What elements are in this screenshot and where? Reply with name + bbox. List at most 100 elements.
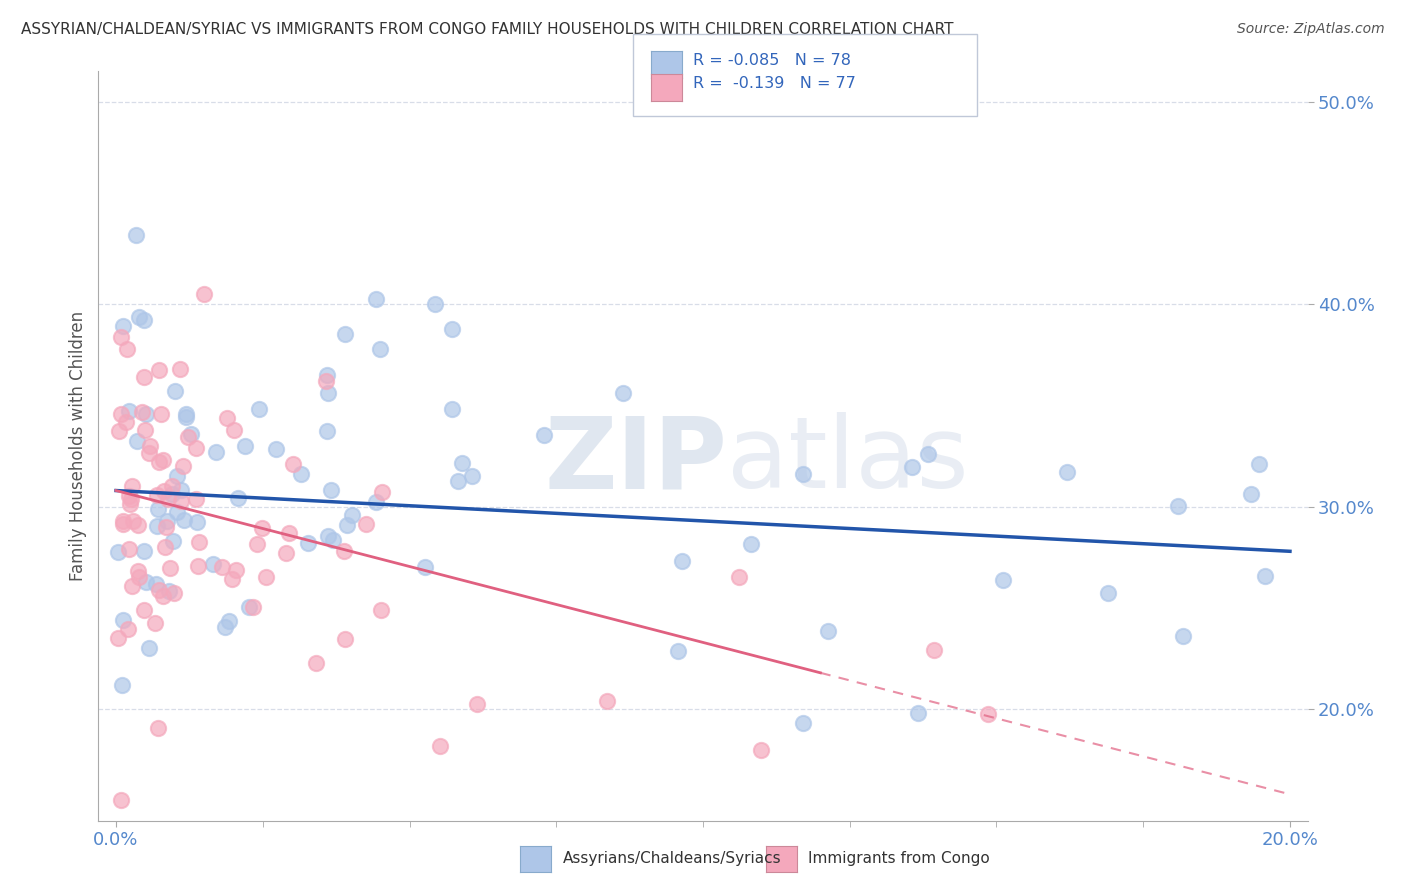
Point xyxy=(533,428,555,442)
Point xyxy=(277,525,299,540)
Point xyxy=(111,613,134,627)
Point xyxy=(120,497,142,511)
Point xyxy=(127,434,149,448)
Point xyxy=(152,484,174,499)
Point xyxy=(1247,457,1270,471)
Text: atlas: atlas xyxy=(727,412,969,509)
Point xyxy=(364,292,387,306)
Point xyxy=(1167,499,1189,513)
Point xyxy=(134,423,156,437)
Point xyxy=(991,573,1014,587)
Point xyxy=(118,542,141,557)
Point xyxy=(169,362,191,376)
Point xyxy=(166,469,188,483)
Point xyxy=(107,545,129,559)
Point xyxy=(138,641,160,656)
Point xyxy=(440,401,463,416)
Point xyxy=(121,579,143,593)
Point xyxy=(174,410,197,425)
Point xyxy=(114,415,136,429)
Point xyxy=(149,407,172,421)
Point xyxy=(917,447,939,461)
Point xyxy=(214,620,236,634)
Point xyxy=(132,602,155,616)
Point xyxy=(125,228,148,243)
Point xyxy=(333,632,356,646)
Point xyxy=(447,475,470,489)
Point xyxy=(138,446,160,460)
Point xyxy=(131,405,153,419)
Point xyxy=(112,517,135,532)
Point xyxy=(148,455,170,469)
Y-axis label: Family Households with Children: Family Households with Children xyxy=(69,311,87,581)
Point xyxy=(108,424,131,438)
Point xyxy=(315,374,337,388)
Point xyxy=(160,487,183,501)
Point xyxy=(170,483,193,497)
Point xyxy=(172,458,194,473)
Point xyxy=(316,385,339,400)
Point xyxy=(305,656,328,670)
Point xyxy=(596,694,619,708)
Point xyxy=(135,408,157,422)
Point xyxy=(792,715,814,730)
Point xyxy=(336,518,359,533)
Text: ASSYRIAN/CHALDEAN/SYRIAC VS IMMIGRANTS FROM CONGO FAMILY HOUSEHOLDS WITH CHILDRE: ASSYRIAN/CHALDEAN/SYRIAC VS IMMIGRANTS F… xyxy=(21,22,953,37)
Point xyxy=(121,478,143,492)
Point xyxy=(242,600,264,615)
Point xyxy=(162,533,184,548)
Point xyxy=(413,560,436,574)
Point xyxy=(146,488,169,502)
Point xyxy=(225,563,247,577)
Point xyxy=(157,583,180,598)
Point xyxy=(187,559,209,574)
Point xyxy=(184,441,207,455)
Point xyxy=(217,411,239,425)
Point xyxy=(115,342,138,356)
Point xyxy=(368,343,391,357)
Point xyxy=(174,407,197,421)
Point xyxy=(152,590,174,604)
Point xyxy=(264,442,287,457)
Point xyxy=(218,614,240,628)
Point xyxy=(117,404,139,418)
Point xyxy=(186,492,208,507)
Point xyxy=(1097,586,1119,600)
Point xyxy=(423,297,446,311)
Point xyxy=(316,424,339,438)
Point xyxy=(127,564,149,578)
Point xyxy=(222,423,245,437)
Point xyxy=(128,570,150,584)
Point xyxy=(792,467,814,481)
Point xyxy=(817,624,839,639)
Point xyxy=(159,561,181,575)
Point xyxy=(193,287,215,301)
Point xyxy=(467,697,489,711)
Point xyxy=(290,467,312,482)
Point xyxy=(977,706,1000,721)
Point xyxy=(127,518,149,533)
Text: R =  -0.139   N = 77: R = -0.139 N = 77 xyxy=(693,76,856,91)
Text: R = -0.085   N = 78: R = -0.085 N = 78 xyxy=(693,53,851,68)
Point xyxy=(186,515,208,529)
Text: ZIP: ZIP xyxy=(544,412,727,509)
Point xyxy=(134,370,156,384)
Point xyxy=(120,492,142,507)
Point xyxy=(110,330,132,344)
Point xyxy=(740,537,762,551)
Point xyxy=(117,622,139,636)
Point xyxy=(254,569,277,583)
Point xyxy=(132,313,155,327)
Point xyxy=(148,721,170,735)
Point xyxy=(118,489,141,503)
Point xyxy=(148,582,170,597)
Point xyxy=(1254,569,1277,583)
Point xyxy=(107,632,129,646)
Point xyxy=(163,586,186,600)
Point xyxy=(276,546,298,560)
Text: Source: ZipAtlas.com: Source: ZipAtlas.com xyxy=(1237,22,1385,37)
Point xyxy=(202,558,225,572)
Point xyxy=(155,541,177,555)
Point xyxy=(111,678,134,692)
Point xyxy=(321,483,343,497)
